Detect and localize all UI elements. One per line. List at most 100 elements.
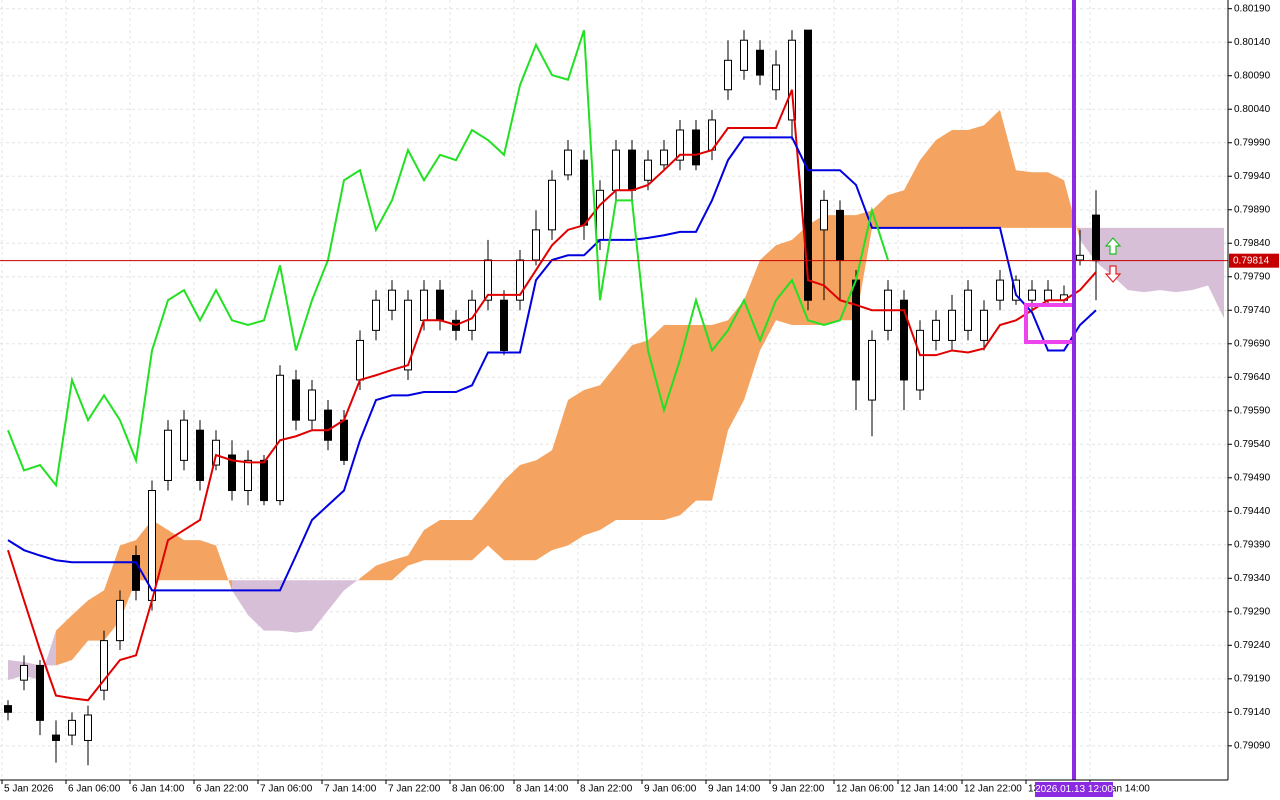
candle-body [308, 389, 316, 421]
candle-body [692, 129, 700, 166]
cloud-segment [600, 365, 616, 531]
candle-body [772, 64, 780, 91]
candle-body [676, 129, 684, 161]
cursor-label: 2026.01.13 12:00 [1035, 784, 1113, 795]
candle-body [468, 299, 476, 331]
x-tick-label: 5 Jan 2026 [4, 784, 54, 795]
y-tick-label: 0.80140 [1234, 37, 1271, 48]
candle-body [932, 319, 940, 341]
indicator-line [7, 136, 1097, 592]
y-tick-label: 0.79090 [1234, 740, 1271, 751]
candle-body [340, 419, 348, 461]
candle-body [820, 199, 828, 231]
candle-body [948, 309, 956, 341]
cloud-segment [56, 615, 72, 666]
candle-body [548, 179, 556, 231]
cloud-segment [920, 140, 936, 228]
cloud-segment [1144, 227, 1160, 293]
cloud-segment [680, 325, 696, 516]
cloud-segment [520, 460, 536, 561]
x-tick-label: 8 Jan 22:00 [580, 784, 633, 795]
candle-body [404, 299, 412, 371]
candle-body [324, 409, 332, 441]
cloud-segment [296, 580, 312, 633]
cloud-segment [760, 245, 776, 351]
x-tick-label: 6 Jan 06:00 [68, 784, 121, 795]
cloud-segment [184, 540, 200, 581]
y-tick-label: 0.79690 [1234, 338, 1271, 349]
candle-body [436, 289, 444, 321]
x-tick-label: 12 Jan 06:00 [836, 784, 894, 795]
y-tick-label: 0.80090 [1234, 70, 1271, 81]
cloud-segment [216, 545, 232, 591]
candle-body [644, 159, 652, 181]
candle-body [964, 289, 972, 331]
x-tick-label: 9 Jan 22:00 [772, 784, 825, 795]
y-tick-label: 0.79240 [1234, 640, 1271, 651]
y-tick-label: 0.79990 [1234, 137, 1271, 148]
y-tick-label: 0.79140 [1234, 707, 1271, 718]
x-tick-label: 8 Jan 06:00 [452, 784, 505, 795]
candle-body [996, 279, 1004, 301]
cloud-segment [936, 130, 952, 228]
candle-body [788, 39, 796, 121]
y-tick-label: 0.79490 [1234, 472, 1271, 483]
cloud-segment [712, 320, 728, 501]
cloud-segment [1176, 227, 1192, 293]
y-tick-label: 0.79190 [1234, 673, 1271, 684]
cloud-segment [1048, 172, 1064, 228]
cloud-segment [248, 580, 264, 631]
y-tick-label: 0.79940 [1234, 171, 1271, 182]
candle-body [372, 299, 380, 331]
candle-body [628, 149, 636, 191]
candle-body [420, 289, 428, 321]
candle-body [500, 299, 508, 351]
candle-body [484, 259, 492, 301]
cloud-segment [1000, 109, 1016, 228]
cloud-segment [88, 590, 104, 641]
x-tick-label: 7 Jan 22:00 [388, 784, 441, 795]
candle-body [148, 490, 156, 601]
plot-area [0, 29, 1228, 766]
candle-body [52, 734, 60, 741]
y-tick-label: 0.80040 [1234, 104, 1271, 115]
candle-body [228, 454, 236, 492]
candle-body [132, 555, 140, 591]
indicator-line [7, 89, 1097, 702]
cloud-segment [952, 130, 968, 228]
indicator-line [7, 29, 889, 488]
cloud-segment [200, 540, 216, 581]
cloud-segment [1032, 172, 1048, 228]
x-tick-label: 8 Jan 14:00 [516, 784, 569, 795]
cloud-segment [360, 565, 376, 581]
cloud-segment [648, 325, 664, 520]
cloud-segment [232, 580, 248, 616]
cloud-segment [776, 239, 792, 325]
candle-body [852, 279, 860, 381]
cloud-segment [504, 465, 520, 561]
candle-body [292, 379, 300, 421]
cloud-segment [968, 125, 984, 228]
candle-body [4, 705, 12, 713]
y-tick-label: 0.79540 [1234, 439, 1271, 450]
candle-body [740, 39, 748, 71]
cloud-segment [568, 390, 584, 546]
candle-body [1092, 214, 1100, 262]
y-tick-label: 0.79290 [1234, 606, 1271, 617]
candle-body [20, 664, 28, 681]
cloud-segment [456, 520, 472, 561]
candle-body [244, 459, 252, 492]
cloud-segment [1160, 227, 1176, 293]
cloud-segment [408, 530, 424, 566]
time-axis-panel [0, 780, 1228, 800]
x-tick-label: 7 Jan 06:00 [260, 784, 313, 795]
cloud-segment [888, 190, 904, 228]
candle-body [164, 429, 172, 481]
y-tick-label: 0.79590 [1234, 405, 1271, 416]
cloud-segment [536, 450, 552, 561]
cloud-segment [1128, 227, 1144, 293]
candle-body [196, 429, 204, 481]
candle-body [564, 149, 572, 176]
